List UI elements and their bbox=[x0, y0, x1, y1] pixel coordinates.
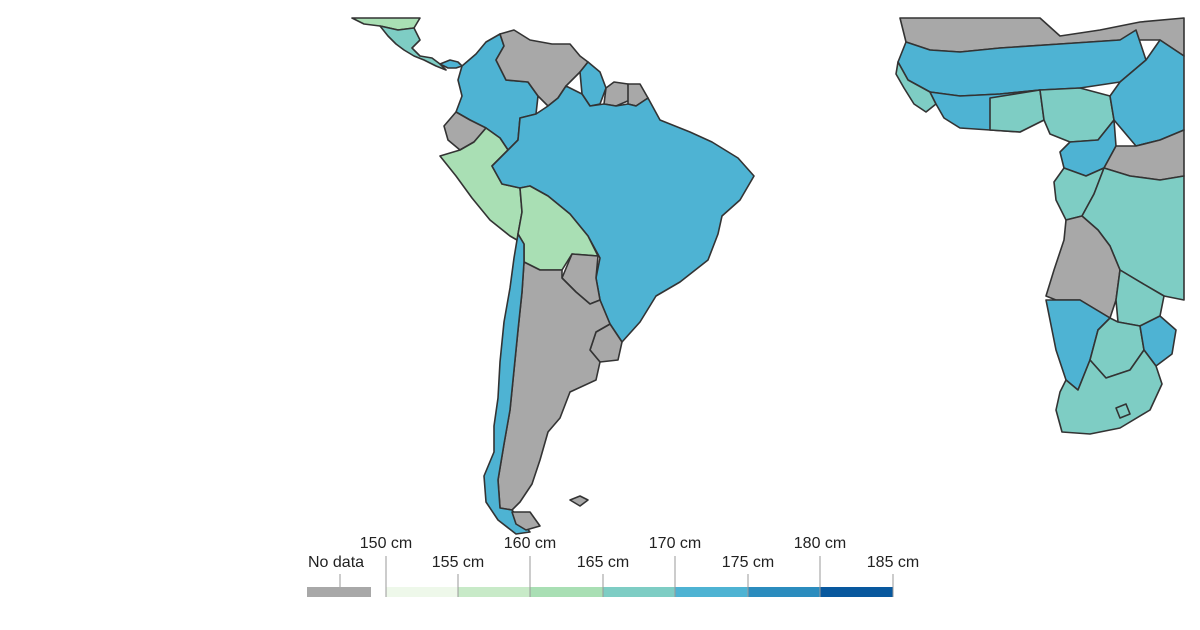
country-tierra-del-fuego[interactable] bbox=[511, 511, 541, 531]
country-lesotho[interactable] bbox=[1115, 403, 1131, 419]
legend-bin-165-170 bbox=[603, 587, 675, 597]
central-america bbox=[351, 17, 463, 71]
country-central-america[interactable] bbox=[379, 25, 447, 71]
legend-bin-150-155 bbox=[386, 587, 458, 597]
country-senegal-guinea[interactable] bbox=[895, 61, 937, 113]
country-falklands[interactable] bbox=[569, 495, 589, 507]
legend-bin-160-165 bbox=[530, 587, 603, 597]
legend-label-170: 170 cm bbox=[649, 535, 701, 552]
legend-label-165: 165 cm bbox=[577, 554, 629, 571]
country-south-africa[interactable] bbox=[1055, 349, 1163, 435]
country-ghana-togo-benin[interactable] bbox=[989, 89, 1045, 133]
country-chad-sudan[interactable] bbox=[1109, 39, 1185, 147]
legend-bin-175-180 bbox=[748, 587, 820, 597]
legend-label-175: 175 cm bbox=[722, 554, 774, 571]
legend-bin-155-160 bbox=[458, 587, 530, 597]
legend-label-180: 180 cm bbox=[794, 535, 846, 552]
legend-bin-180-185 bbox=[820, 587, 893, 597]
legend-no-data-label: No data bbox=[308, 554, 364, 571]
legend-bin-170-175 bbox=[675, 587, 748, 597]
africa bbox=[895, 17, 1185, 435]
country-chile[interactable] bbox=[483, 233, 531, 535]
legend-no-data-swatch bbox=[307, 587, 371, 597]
country-suriname[interactable] bbox=[603, 81, 631, 107]
legend-label-160: 160 cm bbox=[504, 535, 556, 552]
legend-label-185: 185 cm bbox=[867, 554, 919, 571]
south-america bbox=[439, 29, 755, 535]
legend-label-150: 150 cm bbox=[360, 535, 412, 552]
legend-label-155: 155 cm bbox=[432, 554, 484, 571]
color-legend: No data 150 cm 155 cm 160 cm 165 cm 170 … bbox=[307, 535, 919, 597]
